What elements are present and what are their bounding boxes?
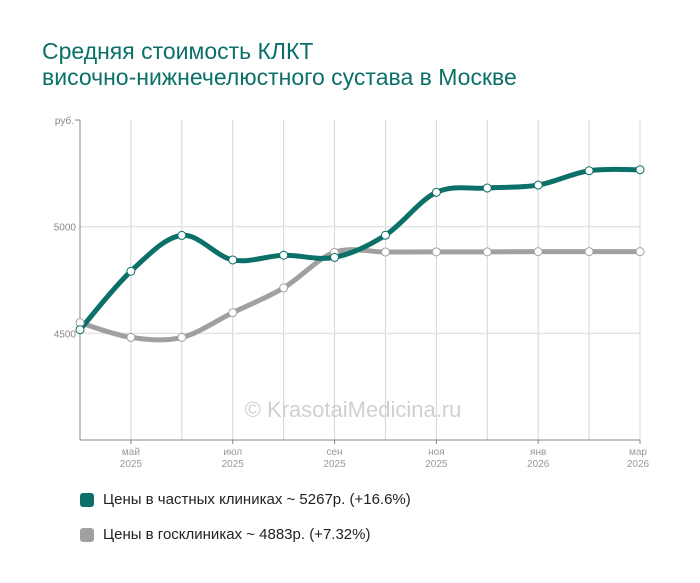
data-point-0 — [482, 183, 492, 193]
x-tick-month: мар — [629, 447, 647, 458]
legend-label-private: Цены в частных клиниках ~ 5267р. (+16.6%… — [103, 491, 411, 508]
data-point-0 — [330, 252, 340, 262]
legend-swatch-public — [80, 527, 94, 542]
data-point-1 — [126, 332, 136, 342]
data-point-1 — [279, 283, 289, 293]
y-tick-label: 5000 — [54, 223, 77, 234]
data-point-0 — [635, 165, 645, 175]
data-point-1 — [431, 247, 441, 257]
data-point-0 — [228, 255, 238, 265]
data-point-1 — [482, 247, 492, 257]
series-line-1 — [77, 247, 643, 343]
legend-swatch-private — [80, 492, 94, 507]
chart-title: Средняя стоимость КЛКТ височно-нижнечелю… — [42, 38, 517, 90]
x-tick-year: 2025 — [425, 459, 448, 470]
data-point-0 — [279, 250, 289, 260]
legend-item-public[interactable]: Цены в госклиниках ~ 4883р. (+7.32%) — [80, 526, 370, 543]
title-line-2: височно-нижнечелюстного сустава в Москве — [42, 64, 517, 90]
watermark: © KrasotaiMedicina.ru — [245, 397, 462, 422]
x-tick-month: май — [122, 447, 140, 458]
x-tick-month: ноя — [428, 447, 445, 458]
x-tick-year: 2026 — [627, 459, 650, 470]
data-point-0 — [177, 230, 187, 240]
x-tick-month: янв — [530, 447, 546, 458]
data-point-0 — [380, 230, 390, 240]
x-tick-month: июл — [223, 447, 242, 458]
x-tick-year: 2025 — [222, 459, 245, 470]
data-point-1 — [533, 247, 543, 257]
x-tick-year: 2025 — [120, 459, 143, 470]
x-tick-month: сен — [326, 447, 342, 458]
data-point-0 — [126, 266, 136, 276]
data-point-0 — [75, 325, 85, 335]
x-tick-year: 2025 — [323, 459, 346, 470]
data-point-1 — [177, 332, 187, 342]
title-line-1: Средняя стоимость КЛКТ — [42, 38, 314, 64]
legend-item-private[interactable]: Цены в частных клиниках ~ 5267р. (+16.6%… — [80, 491, 411, 508]
data-point-1 — [584, 247, 594, 257]
x-tick-year: 2026 — [527, 459, 550, 470]
y-axis-unit-label: руб. — [55, 115, 74, 127]
y-tick-label: 4500 — [54, 329, 77, 340]
data-point-1 — [228, 308, 238, 318]
data-point-1 — [380, 247, 390, 257]
data-point-0 — [533, 180, 543, 190]
legend-label-public: Цены в госклиниках ~ 4883р. (+7.32%) — [103, 526, 371, 543]
data-point-1 — [635, 247, 645, 257]
data-point-0 — [584, 166, 594, 176]
data-point-0 — [431, 187, 441, 197]
